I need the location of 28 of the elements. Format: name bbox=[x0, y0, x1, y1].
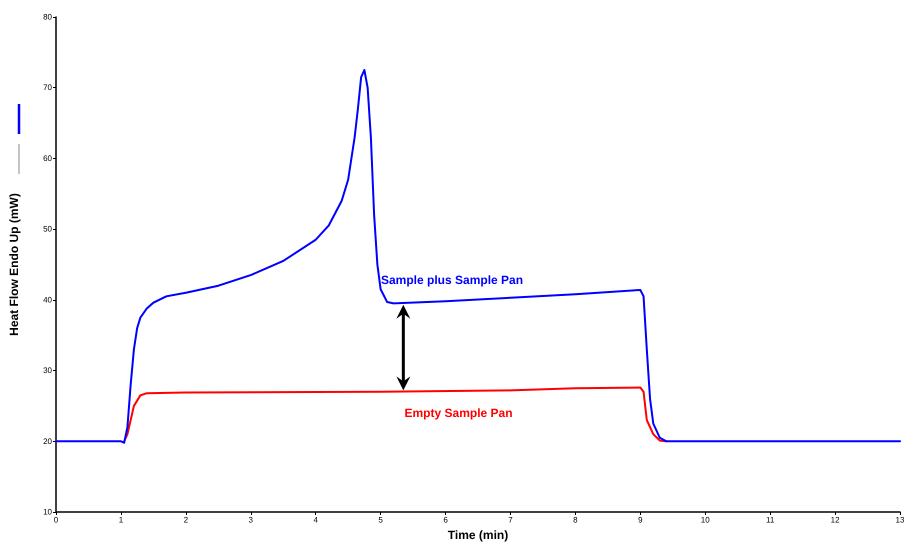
x-tick-label: 3 bbox=[248, 516, 254, 524]
x-tick-label: 12 bbox=[830, 516, 840, 524]
x-tick-label: 1 bbox=[118, 516, 124, 524]
x-tick-label: 11 bbox=[766, 516, 775, 524]
x-tick-label: 8 bbox=[573, 516, 578, 524]
y-axis-title: Heat Flow Endo Up (mW) bbox=[7, 193, 21, 336]
x-tick-label: 7 bbox=[508, 516, 514, 524]
x-tick-label: 0 bbox=[54, 516, 59, 524]
y-tick-label: 70 bbox=[43, 83, 53, 92]
y-tick-label: 80 bbox=[43, 12, 53, 22]
x-axis-title: Time (min) bbox=[448, 528, 508, 542]
y-tick-label: 10 bbox=[43, 508, 53, 516]
x-tick-label: 5 bbox=[378, 516, 384, 524]
y-tick-label: 20 bbox=[43, 436, 53, 446]
y-tick-label: 60 bbox=[43, 154, 53, 163]
y-tick-label: 50 bbox=[43, 224, 53, 234]
x-tick-label: 10 bbox=[700, 516, 710, 524]
y-tick-label: 30 bbox=[43, 366, 53, 376]
series-label: Sample plus Sample Pan bbox=[381, 273, 524, 288]
line-series bbox=[123, 386, 668, 442]
x-tick-label: 2 bbox=[184, 516, 189, 524]
line-series bbox=[55, 69, 901, 444]
y-tick-label: 40 bbox=[43, 295, 53, 304]
x-tick-label: 4 bbox=[313, 516, 318, 524]
x-tick-label: 6 bbox=[443, 516, 448, 524]
x-tick-label: 13 bbox=[896, 516, 905, 524]
x-tick-label: 9 bbox=[638, 516, 644, 524]
series-label: Empty Sample Pan bbox=[404, 406, 513, 420]
